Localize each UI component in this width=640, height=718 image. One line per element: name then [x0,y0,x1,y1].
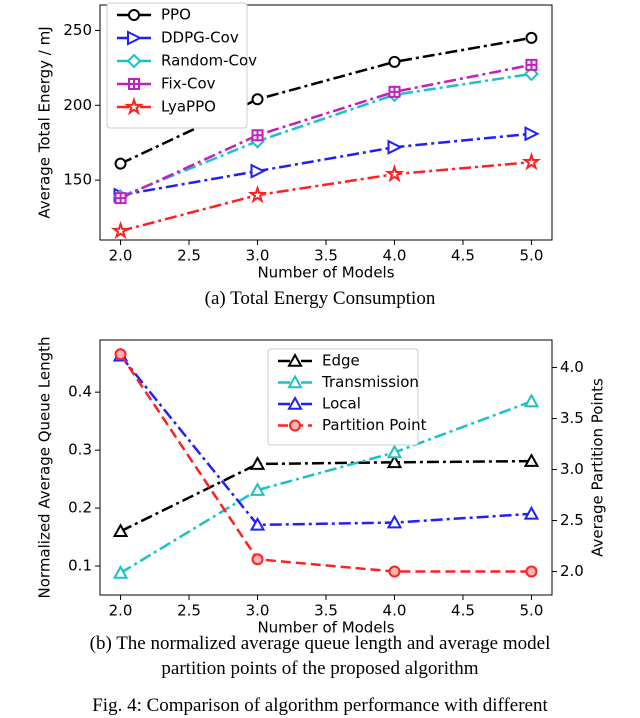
data-point [251,129,264,142]
y-tick-label: 250 [63,21,92,39]
x-tick-label: 2.5 [177,602,201,620]
series-line [119,353,532,573]
legend-label: Edge [322,352,360,370]
data-point [387,139,403,155]
y2-tick-label: 3.0 [560,460,584,478]
series-line [120,72,532,198]
series-line [119,400,532,575]
data-point [523,505,540,520]
data-point [249,482,266,496]
legend-label: Random-Cov [161,52,257,70]
caption-a: (a) Total Energy Consumption [204,288,436,309]
data-point [114,348,127,361]
legend-label: Partition Point [322,416,427,434]
data-point [251,553,264,566]
x-axis-label: Number of Models [257,619,394,637]
data-point [386,514,403,529]
legend-box [267,348,419,446]
y2-tick-label: 2.0 [560,562,584,580]
series-line [120,63,532,200]
x-tick-label: 3.5 [314,602,338,620]
data-point [525,58,538,71]
legend-marker [127,30,143,46]
legend-marker [289,419,301,432]
y-tick-label: 0.1 [68,557,92,575]
x-tick-label: 4.5 [451,602,475,620]
data-point [521,151,542,171]
data-point [386,444,403,459]
x-tick-label: 2.0 [109,247,133,265]
data-point [251,93,264,106]
data-point [386,454,403,469]
data-point [250,163,266,179]
data-point [388,55,401,68]
y-tick-label: 0.2 [68,499,92,517]
legend-marker [128,9,140,21]
legend-marker [126,53,142,69]
data-point [388,85,401,98]
data-point [523,453,540,467]
data-point [112,564,129,579]
x-tick-label: 3.5 [314,247,338,265]
data-point [114,157,127,170]
y-tick-label: 0.4 [68,383,92,401]
legend-label: PPO [161,6,191,24]
legend-marker [287,352,303,367]
data-point [524,126,540,142]
legend-label: Transmission [321,373,419,391]
legend-label: LyaPPO [161,98,216,116]
y-tick-label: 200 [63,96,92,114]
y2-axis-label: Average Partition Points [589,378,607,557]
data-point [384,163,405,183]
legend-marker [287,374,303,389]
series-line [120,36,532,165]
legend-marker [124,96,144,116]
y-axis-label: Normalized Average Queue Length [36,337,54,599]
data-point [249,516,266,531]
series-line [120,160,532,233]
series-line [119,354,532,527]
series-line [120,132,532,197]
x-tick-label: 2.0 [109,602,133,620]
legend-box [106,2,248,129]
legend-label: DDPG-Cov [161,29,239,47]
y-axis-label: Average Total Energy / mJ [36,26,54,218]
data-point [523,393,540,408]
figure-caption: Fig. 4: Comparison of algorithm performa… [92,695,548,716]
y-tick-label: 150 [63,171,92,189]
x-tick-label: 5.0 [520,602,544,620]
x-tick-label: 5.0 [520,247,544,265]
data-point [112,523,129,538]
x-tick-label: 3.0 [246,602,270,620]
caption-b: (b) The normalized average queue length … [89,633,551,679]
data-point [249,455,266,470]
series-line [119,459,532,533]
y2-tick-label: 3.5 [560,409,584,427]
legend-label: Local [322,395,361,413]
data-point [114,192,127,205]
data-point [110,220,131,240]
x-tick-label: 2.5 [177,247,201,265]
data-point [525,31,538,44]
x-axis-label: Number of Models [257,264,394,282]
x-tick-label: 4.0 [383,602,407,620]
legend-marker [128,78,140,90]
data-point [247,184,268,204]
legend-marker [287,395,303,410]
y2-tick-label: 4.0 [560,358,584,376]
legend-label: Fix-Cov [161,75,216,93]
data-point [388,565,401,578]
y-tick-label: 0.3 [68,441,92,459]
x-tick-label: 4.0 [383,247,407,265]
data-point [525,565,538,578]
x-tick-label: 4.5 [451,247,475,265]
x-tick-label: 3.0 [246,247,270,265]
y2-tick-label: 2.5 [560,511,584,529]
